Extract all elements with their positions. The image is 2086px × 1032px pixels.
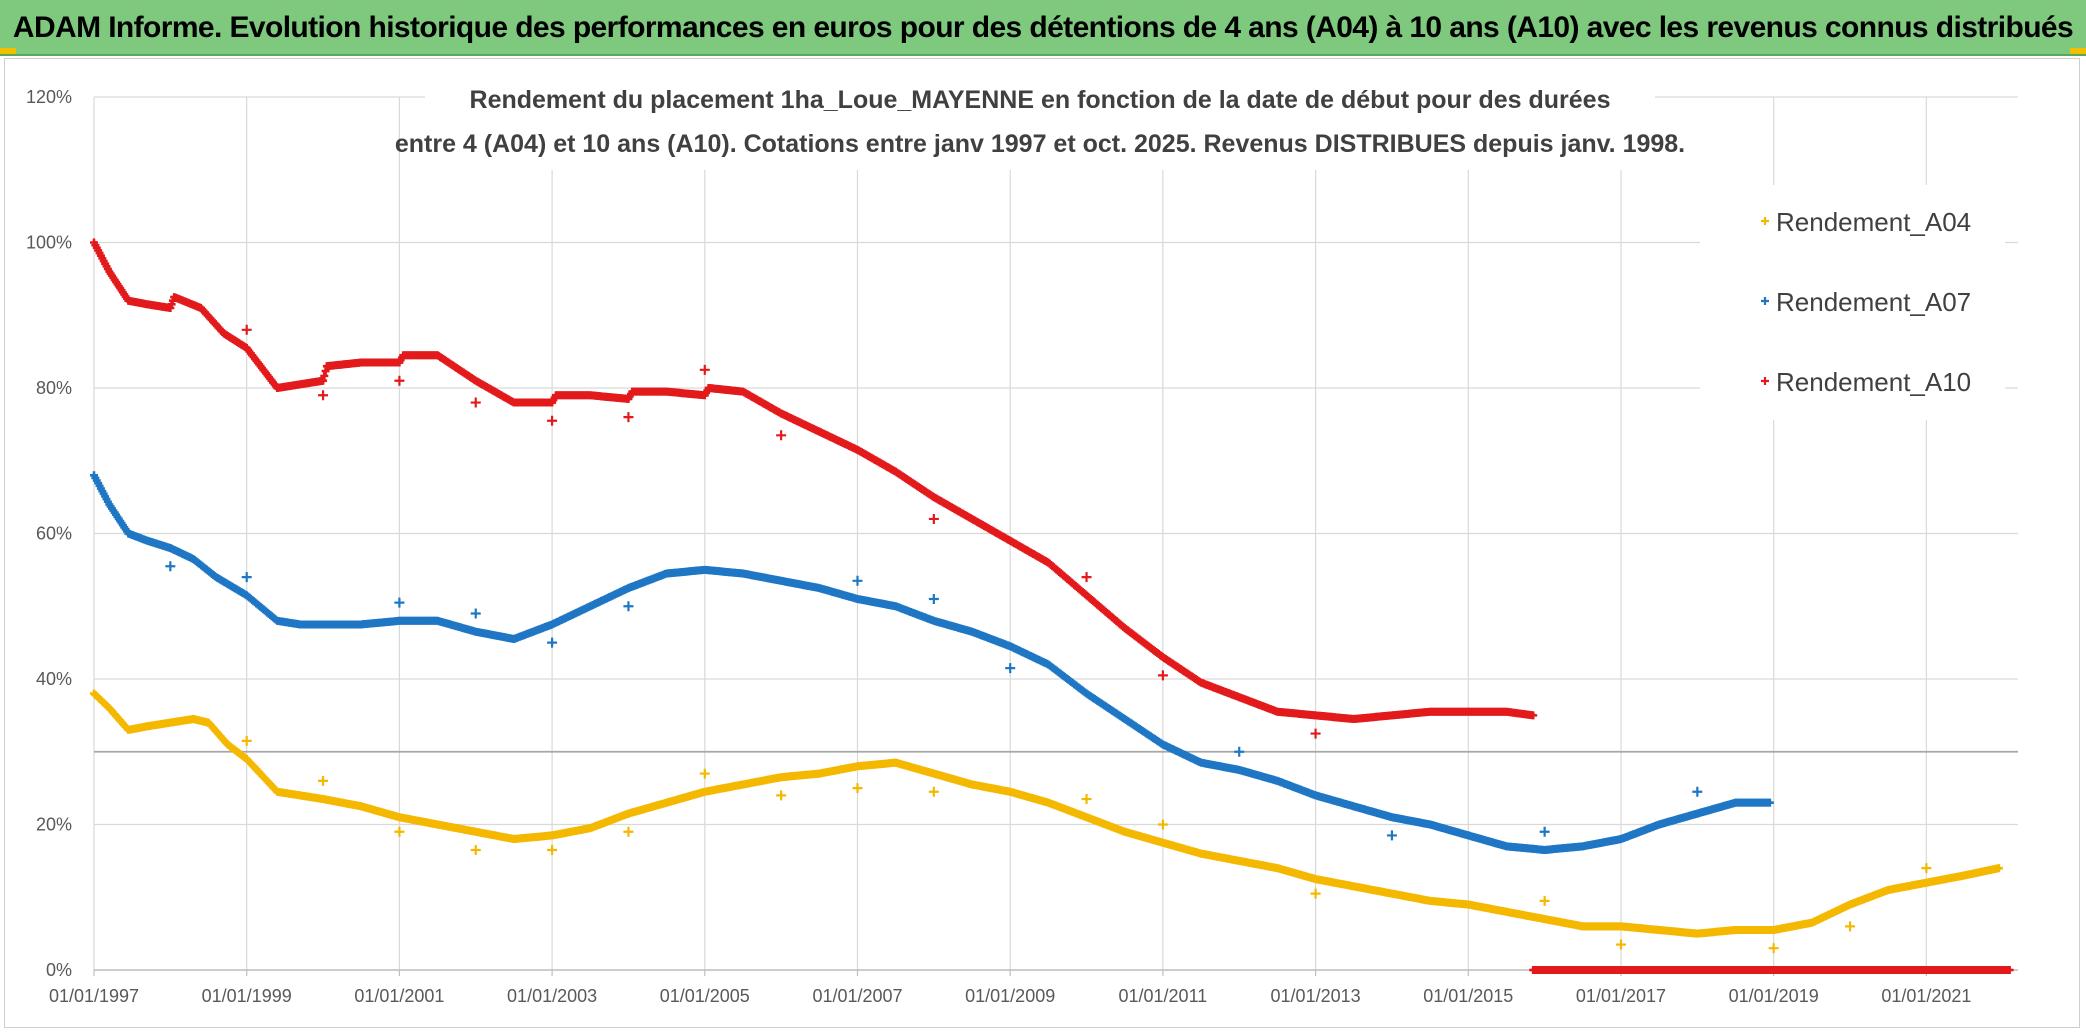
data-point-outlier xyxy=(547,415,558,426)
y-tick-label: 120% xyxy=(26,87,72,107)
data-point-outlier xyxy=(623,826,634,837)
data-point-outlier xyxy=(1692,786,1703,797)
legend-label: Rendement_A10 xyxy=(1776,367,1971,397)
data-point-outlier xyxy=(470,844,481,855)
y-axis-ticks: 0% 20% 40% 60% 80% 100% 120% xyxy=(26,87,72,980)
x-tick-label: 01/01/2015 xyxy=(1423,986,1513,1006)
y-tick-label: 100% xyxy=(26,233,72,253)
y-tick-label: 20% xyxy=(36,815,72,835)
data-point-outlier xyxy=(241,735,252,746)
data-point-outlier xyxy=(623,412,634,423)
data-point-outlier xyxy=(394,597,405,608)
data-point-outlier xyxy=(928,513,939,524)
series-Rendement_A04 xyxy=(90,689,2003,954)
x-tick-label: 01/01/2009 xyxy=(965,986,1055,1006)
data-point-outlier xyxy=(547,637,558,648)
x-tick-label: 01/01/2017 xyxy=(1576,986,1666,1006)
x-tick-label: 01/01/2021 xyxy=(1881,986,1971,1006)
data-point-outlier xyxy=(623,601,634,612)
y-tick-label: 40% xyxy=(36,669,72,689)
x-tick-label: 01/01/2001 xyxy=(354,986,444,1006)
y-tick-label: 0% xyxy=(46,960,72,980)
legend-label: Rendement_A04 xyxy=(1776,207,1971,237)
data-point-outlier xyxy=(1310,728,1321,739)
data-point-outlier xyxy=(241,572,252,583)
chart-title-group: Rendement du placement 1ha_Loue_MAYENNE … xyxy=(395,80,1685,170)
x-tick-label: 01/01/2011 xyxy=(1119,986,1208,1006)
data-point-outlier xyxy=(1845,921,1856,932)
data-point-outlier xyxy=(928,593,939,604)
banner-corner-left xyxy=(0,48,16,54)
x-tick-label: 01/01/2003 xyxy=(507,986,597,1006)
data-point-outlier xyxy=(852,575,863,586)
data-marks xyxy=(90,238,2014,974)
data-point-outlier xyxy=(699,364,710,375)
legend-label: Rendement_A07 xyxy=(1776,287,1971,317)
y-tick-label: 60% xyxy=(36,524,72,544)
data-point-outlier xyxy=(1386,830,1397,841)
x-tick-label: 01/01/1997 xyxy=(49,986,139,1006)
data-point-outlier xyxy=(1768,943,1779,954)
data-point-outlier xyxy=(1005,663,1016,674)
page-title: ADAM Informe. Evolution historique des p… xyxy=(12,11,2074,44)
x-tick-label: 01/01/2007 xyxy=(812,986,902,1006)
data-point-outlier xyxy=(1539,895,1550,906)
banner-corner-right xyxy=(2070,48,2086,54)
chart-frame xyxy=(4,58,2080,1028)
legend: Rendement_A04 Rendement_A07 Rendement_A10 xyxy=(1700,185,2005,420)
data-point-outlier xyxy=(394,375,405,386)
data-point-outlier xyxy=(1615,939,1626,950)
data-point-outlier xyxy=(1310,888,1321,899)
data-point-outlier xyxy=(776,790,787,801)
data-point-outlier xyxy=(928,786,939,797)
gridlines xyxy=(93,96,2018,976)
data-point-outlier xyxy=(165,561,176,572)
data-point-outlier xyxy=(470,608,481,619)
data-point-outlier xyxy=(394,826,405,837)
data-point-outlier xyxy=(699,768,710,779)
data-point xyxy=(1994,864,2003,873)
data-point-outlier xyxy=(776,430,787,441)
data-point-outlier xyxy=(470,397,481,408)
chart-title-line-1: Rendement du placement 1ha_Loue_MAYENNE … xyxy=(470,86,1611,114)
data-point-outlier xyxy=(1539,826,1550,837)
data-point-outlier xyxy=(318,775,329,786)
x-tick-label: 01/01/2019 xyxy=(1729,986,1819,1006)
data-point-outlier xyxy=(1081,794,1092,805)
data-point-outlier xyxy=(1234,746,1245,757)
data-point-outlier xyxy=(1921,863,1932,874)
data-point-outlier xyxy=(1157,819,1168,830)
series-Rendement_A07 xyxy=(90,471,1774,854)
data-point-outlier xyxy=(318,390,329,401)
data-point-outlier xyxy=(547,844,558,855)
data-point-outlier xyxy=(241,324,252,335)
x-tick-label: 01/01/2005 xyxy=(660,986,750,1006)
data-point-outlier xyxy=(1081,572,1092,583)
chart-title-line-2: entre 4 (A04) et 10 ans (A10). Cotations… xyxy=(395,130,1685,158)
x-axis-ticks: 01/01/1997 01/01/1999 01/01/2001 01/01/2003… xyxy=(49,986,1971,1006)
header-banner: ADAM Informe. Evolution historique des p… xyxy=(0,0,2086,56)
y-tick-label: 80% xyxy=(36,378,72,398)
x-tick-label: 01/01/1999 xyxy=(202,986,292,1006)
x-tick-label: 01/01/2013 xyxy=(1271,986,1361,1006)
data-point-outlier xyxy=(852,783,863,794)
